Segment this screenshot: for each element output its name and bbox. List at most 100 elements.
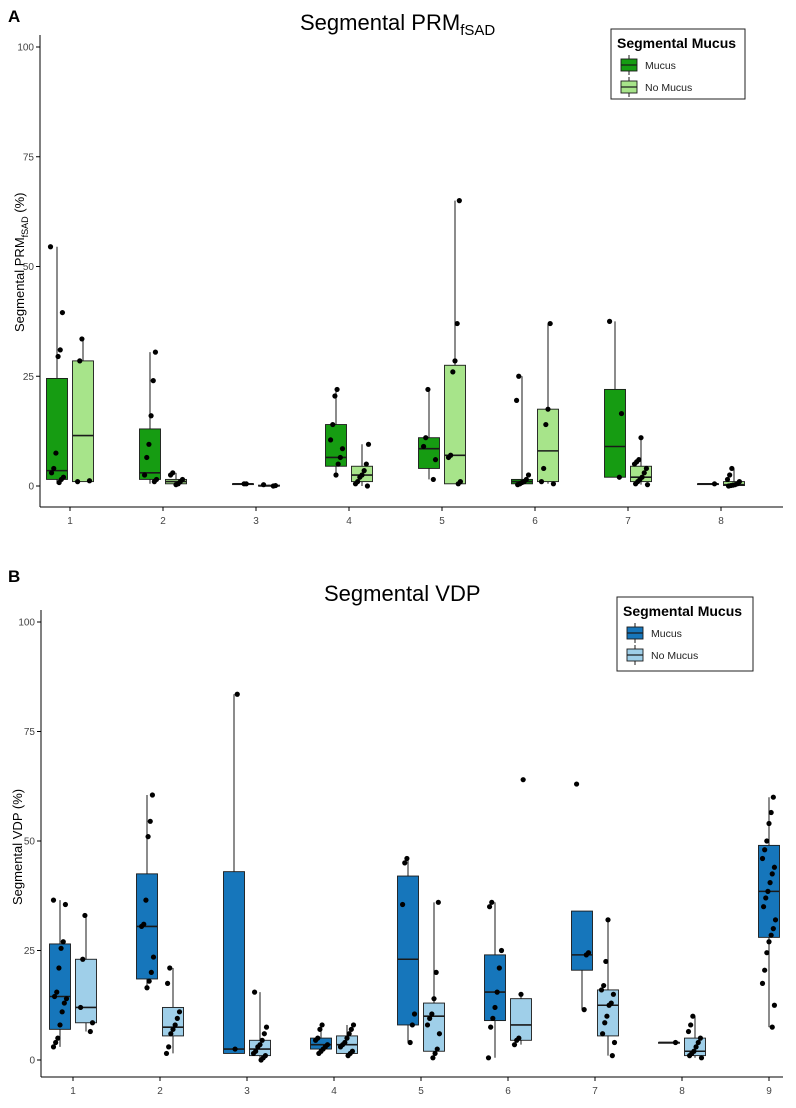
data-point [525, 472, 532, 478]
data-point [765, 888, 771, 894]
x-tick-label: 3 [253, 516, 259, 527]
data-point [172, 1022, 178, 1028]
x-tick-label: 1 [67, 516, 73, 527]
y-tick-label: 75 [24, 727, 36, 738]
data-point [82, 912, 88, 919]
data-point [770, 794, 776, 800]
data-point [344, 1035, 350, 1041]
data-point [725, 483, 732, 489]
data-point [335, 461, 341, 467]
data-point [144, 985, 150, 991]
data-point [456, 198, 462, 204]
x-tick-label: 9 [766, 1086, 772, 1097]
box-body [75, 958, 97, 1024]
data-point [496, 965, 502, 971]
box-body [604, 388, 626, 478]
x-tick-label: 7 [592, 1086, 598, 1097]
data-point [606, 1002, 612, 1008]
data-point [771, 864, 778, 870]
box-mucus-7 [604, 318, 626, 480]
data-point [429, 1011, 435, 1017]
data-point [769, 1024, 775, 1030]
data-point [74, 479, 81, 485]
data-point [144, 454, 150, 461]
data-point [768, 809, 774, 816]
data-point [258, 1057, 264, 1063]
data-point [489, 899, 495, 905]
data-point [432, 1050, 438, 1057]
data-point [149, 792, 156, 798]
box-mucus-2 [136, 792, 158, 991]
data-point [520, 777, 526, 783]
data-point [485, 1055, 492, 1061]
data-point [498, 947, 505, 954]
data-point [611, 1039, 618, 1046]
data-point [87, 1028, 93, 1035]
legend-label: Mucus [645, 60, 676, 72]
data-point [147, 818, 153, 824]
data-point [89, 1020, 96, 1026]
data-point [488, 1024, 494, 1030]
box-body [72, 360, 94, 483]
legend-label: No Mucus [645, 82, 692, 94]
data-point [62, 901, 69, 908]
data-point [762, 847, 768, 853]
data-point [163, 1050, 170, 1057]
data-point [631, 461, 638, 467]
data-point [50, 897, 57, 903]
y-tick-label: 75 [23, 152, 35, 163]
data-point [632, 481, 639, 487]
x-tick-label: 4 [346, 516, 352, 527]
data-point [492, 1004, 498, 1011]
data-point [760, 904, 767, 910]
data-point [337, 1044, 344, 1050]
y-tick-label: 0 [28, 482, 34, 493]
data-point [766, 939, 772, 945]
data-point [455, 481, 461, 487]
box-mucus-2 [139, 349, 161, 485]
y-tick-label: 50 [23, 262, 35, 273]
box-body [571, 910, 593, 971]
data-point [420, 443, 427, 450]
x-tick-label: 2 [160, 516, 166, 527]
data-point [363, 461, 369, 467]
data-point [610, 991, 617, 997]
data-point [769, 871, 775, 877]
data-point [250, 1050, 257, 1057]
plot-b: 0 25 50 75 100 1 2 3 4 5 6 7 8 9 Segmental Mucus Mucus N… [18, 596, 783, 1097]
data-point [762, 967, 768, 973]
data-point [58, 945, 64, 951]
data-point [538, 479, 545, 485]
data-point [643, 465, 650, 472]
data-point [56, 479, 62, 486]
data-point [57, 1022, 63, 1028]
data-point [685, 1028, 692, 1035]
data-point [641, 470, 647, 476]
x-tick-label: 4 [331, 1086, 337, 1097]
box-body [537, 408, 559, 483]
data-point [433, 969, 439, 976]
data-point [693, 1044, 699, 1050]
data-point [672, 1039, 679, 1046]
data-point [333, 472, 339, 478]
data-point [234, 691, 240, 697]
box-no-mucus-3 [258, 482, 280, 489]
data-point [543, 421, 549, 428]
box-body [444, 364, 466, 485]
box-mucus-3 [232, 481, 254, 487]
data-point [251, 989, 258, 995]
data-point [55, 353, 61, 360]
data-point [604, 1013, 610, 1019]
x-tick-label: 8 [718, 516, 724, 527]
data-point [618, 410, 625, 417]
data-point [515, 482, 521, 488]
data-point [270, 483, 276, 489]
data-point [167, 472, 174, 478]
y-tick-label: 25 [23, 372, 35, 383]
data-point [759, 855, 766, 862]
panel-b: B Segmental VDP Segmental VDP (%) [8, 567, 481, 905]
box-no-mucus-7 [597, 917, 619, 1059]
x-tick-label: 7 [625, 516, 631, 527]
box-no-mucus-2 [165, 470, 187, 488]
box-no-mucus-7 [630, 435, 652, 488]
